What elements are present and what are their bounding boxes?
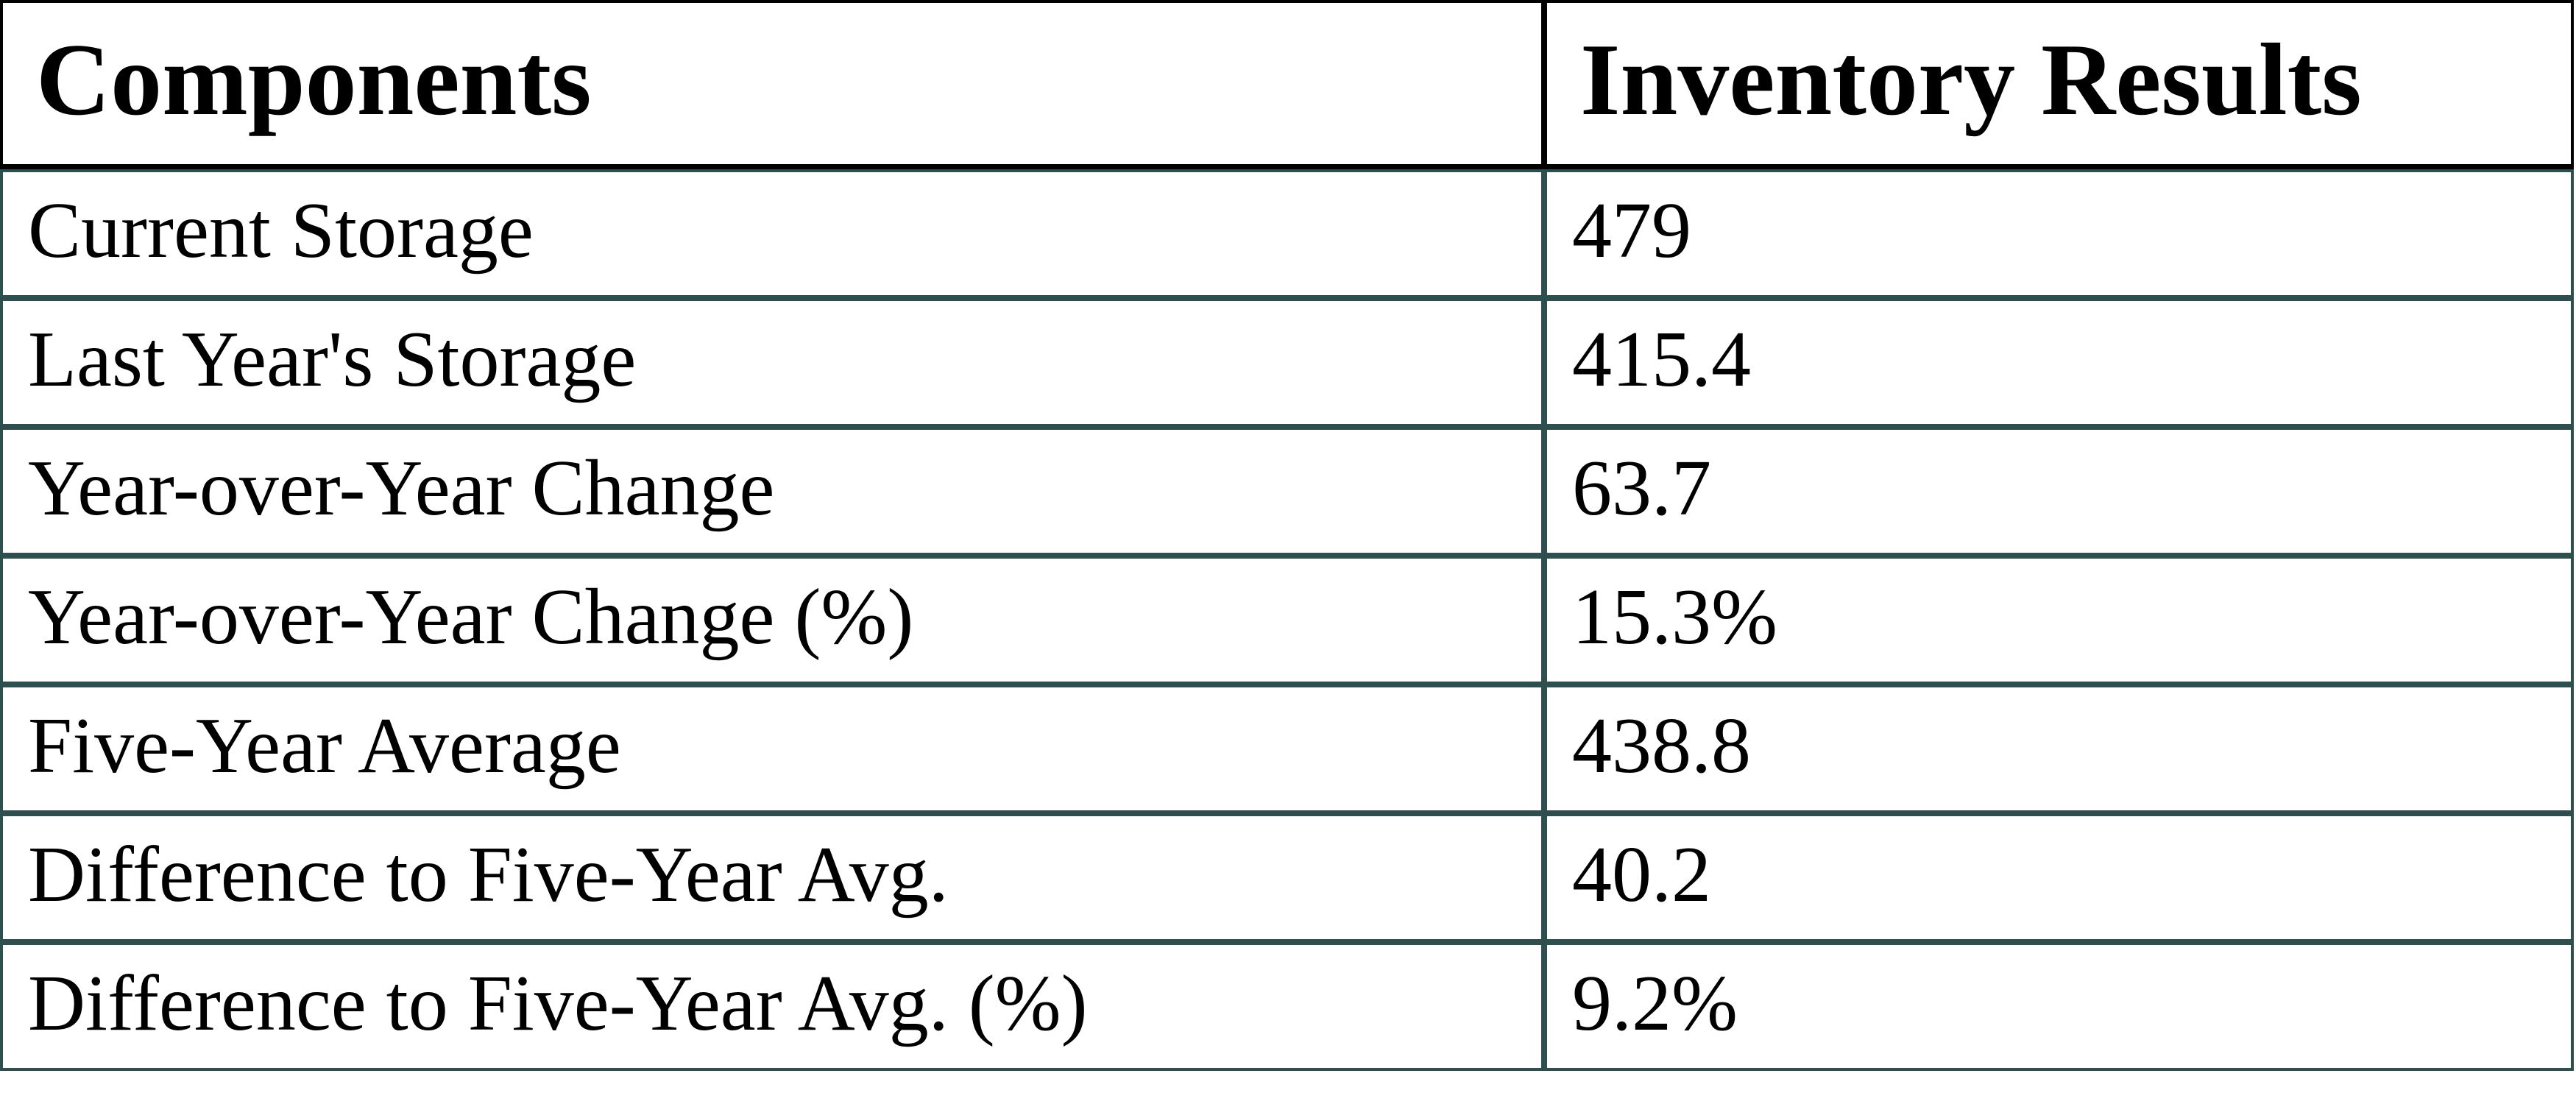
- row-label: Current Storage: [0, 169, 1544, 298]
- row-label: Year-over-Year Change: [0, 427, 1544, 556]
- table-row-diff-five-year-avg: Difference to Five-Year Avg. 40.2: [0, 813, 2574, 942]
- row-label: Year-over-Year Change (%): [0, 556, 1544, 684]
- row-label: Difference to Five-Year Avg.: [0, 813, 1544, 942]
- row-label: Difference to Five-Year Avg. (%): [0, 942, 1544, 1071]
- table-header-row: Components Inventory Results: [0, 0, 2574, 169]
- table-row-yoy-change: Year-over-Year Change 63.7: [0, 427, 2574, 556]
- column-header-inventory-results: Inventory Results: [1544, 0, 2574, 169]
- row-value: 9.2%: [1544, 942, 2574, 1071]
- row-value: 40.2: [1544, 813, 2574, 942]
- inventory-results-table: Components Inventory Results Current Sto…: [0, 0, 2574, 1071]
- table-row-current-storage: Current Storage 479: [0, 169, 2574, 298]
- table-row-five-year-average: Five-Year Average 438.8: [0, 684, 2574, 813]
- row-value: 15.3%: [1544, 556, 2574, 684]
- table-row-diff-five-year-avg-pct: Difference to Five-Year Avg. (%) 9.2%: [0, 942, 2574, 1071]
- row-value: 63.7: [1544, 427, 2574, 556]
- row-value: 438.8: [1544, 684, 2574, 813]
- row-value: 415.4: [1544, 298, 2574, 427]
- table-row-last-years-storage: Last Year's Storage 415.4: [0, 298, 2574, 427]
- row-label: Last Year's Storage: [0, 298, 1544, 427]
- column-header-components: Components: [0, 0, 1544, 169]
- row-value: 479: [1544, 169, 2574, 298]
- row-label: Five-Year Average: [0, 684, 1544, 813]
- table-row-yoy-change-pct: Year-over-Year Change (%) 15.3%: [0, 556, 2574, 684]
